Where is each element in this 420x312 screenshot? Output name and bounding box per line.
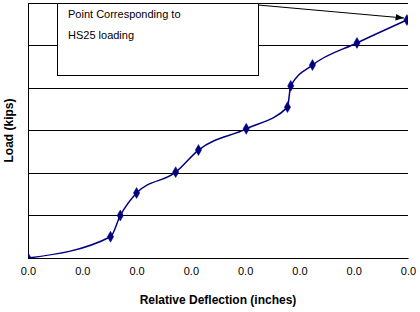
x-tick: 0.0 xyxy=(292,258,307,277)
grid-line xyxy=(28,88,408,89)
data-point xyxy=(288,80,294,91)
grid-line xyxy=(28,173,408,174)
annotation: Point Corresponding to HS25 loading xyxy=(57,3,404,75)
x-tick: 0.0 xyxy=(184,258,199,277)
annotation-box xyxy=(57,3,258,75)
x-tick: 0.0 xyxy=(129,258,144,277)
x-tick: 0.0 xyxy=(75,258,90,277)
y-axis xyxy=(28,4,30,259)
grid xyxy=(28,3,408,258)
x-tick-label: 0.0 xyxy=(184,265,199,277)
x-tick-label: 0.0 xyxy=(21,265,36,277)
x-tick-label: 0.0 xyxy=(347,265,362,277)
data-point xyxy=(284,102,290,113)
x-axis: 0.0 0.0 0.0 0.0 0.0 0.0 0.0 0.0 xyxy=(21,258,416,277)
x-tick-label: 0.0 xyxy=(75,265,90,277)
x-tick: 0.0 xyxy=(347,258,362,277)
data-point xyxy=(354,38,360,49)
data-point xyxy=(243,123,249,134)
x-axis-line xyxy=(29,258,409,259)
x-tick: 0.0 xyxy=(21,258,36,277)
data-point xyxy=(173,167,179,178)
data-point xyxy=(404,15,408,26)
x-tick: 0.0 xyxy=(401,258,416,277)
data-point xyxy=(107,231,113,242)
x-tick: 0.0 xyxy=(238,258,253,277)
data-point xyxy=(309,60,315,71)
data-point xyxy=(117,210,123,221)
annotation-line: HS25 loading xyxy=(68,29,134,41)
plot: 0.0 0.0 0.0 0.0 0.0 0.0 0.0 0.0 xyxy=(21,3,416,277)
data-point xyxy=(133,188,139,199)
x-tick-label: 0.0 xyxy=(401,265,416,277)
x-tick-label: 0.0 xyxy=(129,265,144,277)
x-tick-label: 0.0 xyxy=(238,265,253,277)
chart: 0.0 0.0 0.0 0.0 0.0 0.0 0.0 0.0 Relative Deflect… xyxy=(0,0,420,312)
x-tick-label: 0.0 xyxy=(292,265,307,277)
grid-line xyxy=(28,215,408,216)
grid-line xyxy=(28,130,408,131)
annotation-arrow xyxy=(258,5,404,18)
x-axis-title: Relative Deflection (inches) xyxy=(140,293,297,307)
annotation-line: Point Corresponding to xyxy=(68,8,181,20)
annotation-text: Point Corresponding to HS25 loading xyxy=(68,8,181,41)
y-axis-title: Load (kips) xyxy=(2,98,16,162)
data-point xyxy=(28,253,31,258)
data-point xyxy=(195,145,201,156)
y-axis-line xyxy=(28,4,29,259)
grid-line xyxy=(28,258,408,259)
